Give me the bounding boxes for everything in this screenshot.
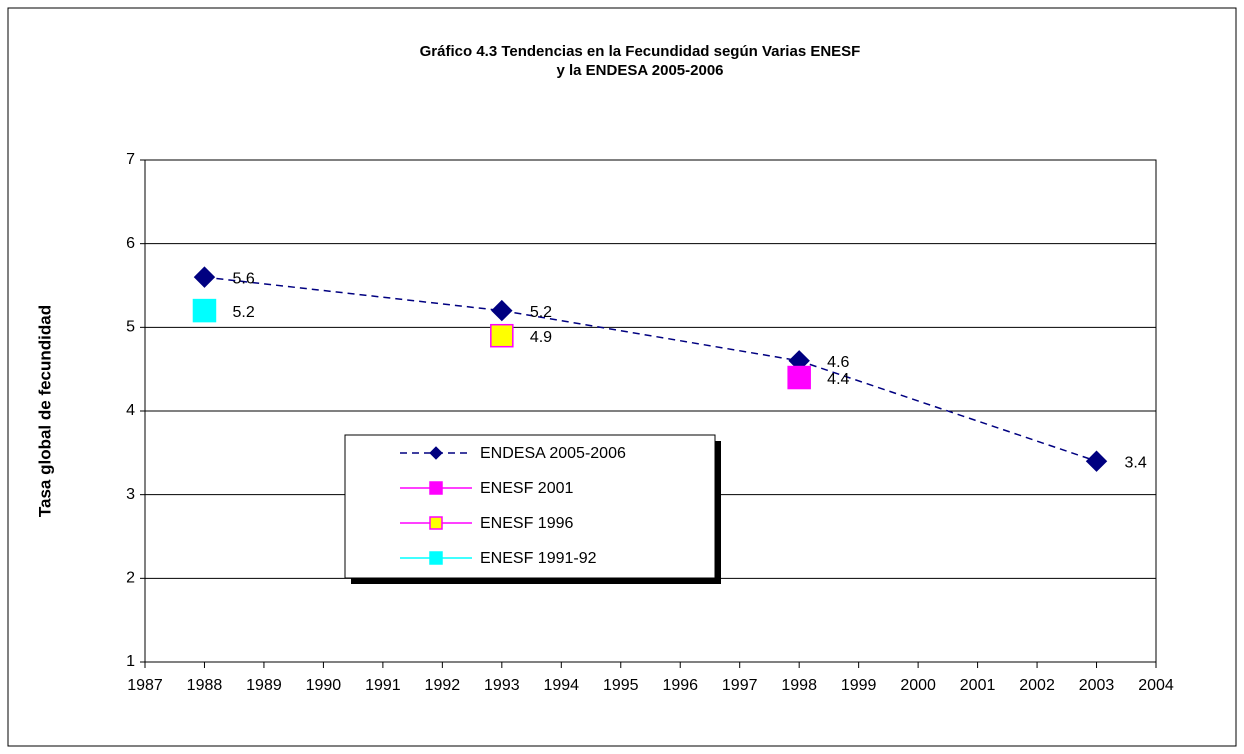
legend-box xyxy=(344,434,716,579)
y-tick-label: 3 xyxy=(126,486,135,503)
y-tick-label: 5 xyxy=(126,319,135,336)
marker xyxy=(1085,450,1108,472)
data-label: 4.4 xyxy=(827,371,849,388)
x-tick-label: 1990 xyxy=(306,677,342,694)
legend-marker xyxy=(429,516,443,530)
marker xyxy=(193,266,216,288)
marker xyxy=(787,365,811,390)
legend-label: ENDESA 2005-2006 xyxy=(480,445,626,462)
marker xyxy=(192,298,217,323)
legend-label: ENESF 1991-92 xyxy=(480,550,597,567)
legend: ENDESA 2005-2006 ENESF 2001 ENESF 1996 ENES… xyxy=(344,434,721,584)
data-label: 4.9 xyxy=(530,329,552,346)
x-tick-label: 1991 xyxy=(365,677,401,694)
x-tick-label: 1999 xyxy=(841,677,877,694)
y-tick-label: 2 xyxy=(126,570,135,587)
x-tick-label: 2000 xyxy=(900,677,936,694)
y-axis-label: Tasa global de fecundidad xyxy=(35,305,54,517)
x-tick-label: 1996 xyxy=(662,677,698,694)
x-tick-label: 1993 xyxy=(484,677,520,694)
data-label: 4.6 xyxy=(827,354,849,371)
x-tick-label: 2004 xyxy=(1138,677,1174,694)
legend-label: ENESF 1996 xyxy=(480,515,573,532)
legend-marker xyxy=(429,551,443,565)
marker xyxy=(491,299,513,322)
x-tick-label: 1989 xyxy=(246,677,282,694)
chart-title: y la ENDESA 2005-2006 xyxy=(556,62,723,79)
marker xyxy=(490,323,514,348)
x-tick-label: 1987 xyxy=(127,677,163,694)
chart-title: Gráfico 4.3 Tendencias en la Fecundidad … xyxy=(420,43,861,60)
x-tick-label: 2002 xyxy=(1019,677,1055,694)
series-line xyxy=(204,276,1097,462)
y-tick-label: 4 xyxy=(126,402,135,419)
x-tick-label: 1992 xyxy=(425,677,461,694)
data-label: 5.2 xyxy=(530,304,552,321)
data-label: 3.4 xyxy=(1125,454,1147,471)
y-tick-label: 1 xyxy=(126,653,135,670)
x-tick-label: 1995 xyxy=(603,677,639,694)
legend-label: ENESF 2001 xyxy=(480,480,573,497)
data-label: 5.2 xyxy=(232,304,254,321)
x-tick-label: 2003 xyxy=(1079,677,1115,694)
x-tick-label: 1997 xyxy=(722,677,758,694)
x-tick-label: 1994 xyxy=(543,677,579,694)
legend-marker xyxy=(429,481,443,495)
legend-marker xyxy=(429,446,443,460)
x-tick-label: 1998 xyxy=(781,677,817,694)
x-tick-label: 2001 xyxy=(960,677,996,694)
x-tick-label: 1988 xyxy=(187,677,223,694)
data-label: 5.6 xyxy=(232,270,254,287)
y-tick-label: 7 xyxy=(126,151,135,168)
y-tick-label: 6 xyxy=(126,235,135,252)
